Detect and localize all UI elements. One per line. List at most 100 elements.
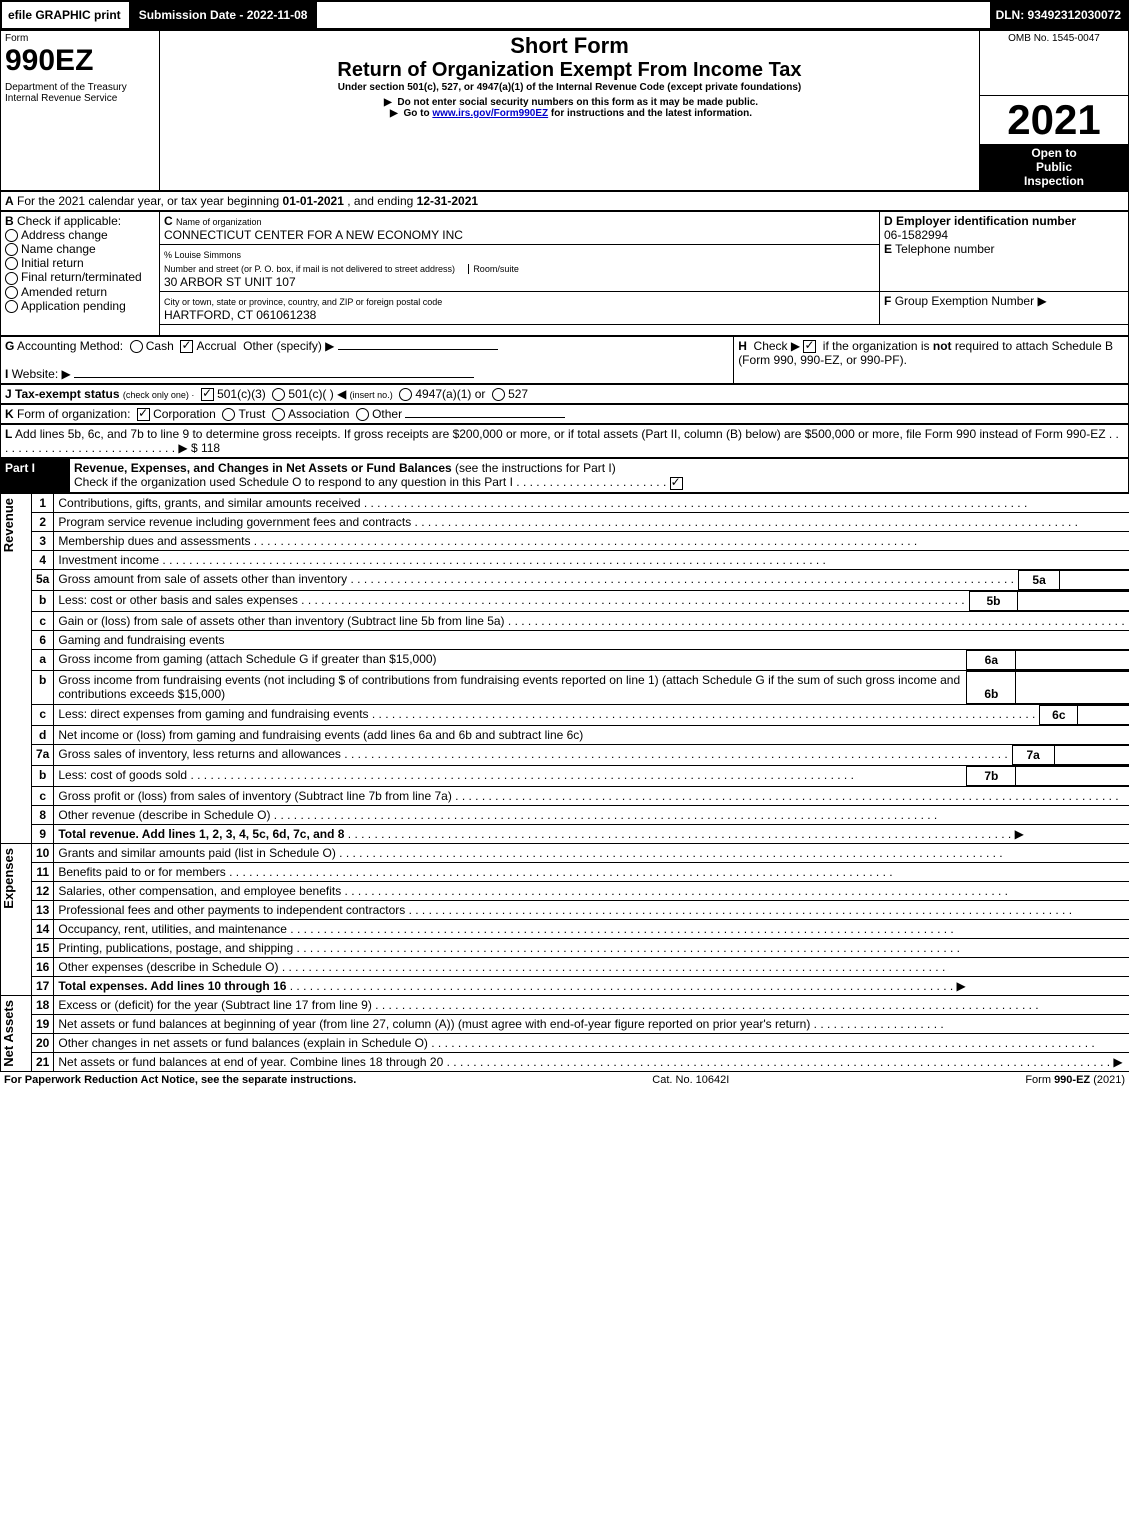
radio-accrual[interactable] <box>180 340 193 353</box>
street-label: Number and street (or P. O. box, if mail… <box>164 264 455 274</box>
dots <box>286 979 953 993</box>
row-num: d <box>32 725 54 744</box>
goto-pre: Go to <box>403 108 432 119</box>
dots <box>428 1036 1095 1050</box>
sub-amt <box>1060 570 1129 589</box>
other-org-input[interactable] <box>405 417 565 418</box>
insert-no-label: (insert no.) <box>350 390 393 400</box>
line-a: A For the 2021 calendar year, or tax yea… <box>0 191 1129 211</box>
sub-amt <box>1018 591 1129 610</box>
box-e-title: Telephone number <box>895 242 994 256</box>
top-bar: efile GRAPHIC print Submission Date - 20… <box>0 0 1129 30</box>
row-num: 1 <box>32 493 54 512</box>
row-num: a <box>32 649 54 670</box>
opt-501c-insert: ◀ <box>337 387 350 401</box>
checkbox-application-pending[interactable] <box>5 300 18 313</box>
netassets-section-label: Net Assets <box>1 996 16 1071</box>
row-desc: Salaries, other compensation, and employ… <box>58 884 341 898</box>
dots <box>452 789 1119 803</box>
sub-amt <box>1078 705 1129 724</box>
line-k-label: K <box>5 407 14 421</box>
sub-amt <box>1016 671 1129 703</box>
footer-right-post: (2021) <box>1093 1074 1125 1086</box>
opt-association: Association <box>288 407 349 421</box>
row-desc: Benefits paid to or for members <box>58 865 225 879</box>
opt-501c: 501(c)( ) <box>288 387 333 401</box>
checkbox-501c[interactable] <box>272 388 285 401</box>
row-num: 5a <box>32 569 54 590</box>
line-h-not: not <box>933 339 952 353</box>
opt-4947: 4947(a)(1) or <box>415 387 485 401</box>
checkbox-initial-return[interactable] <box>5 257 18 270</box>
line-g-label: G <box>5 339 14 353</box>
dots <box>336 846 1003 860</box>
checkbox-corporation[interactable] <box>137 408 150 421</box>
line-i-label: I <box>5 367 8 381</box>
opt-address-change: Address change <box>21 228 108 242</box>
dots: . . . . . . . . . . . . . . . . . . . . … <box>516 475 669 489</box>
row-desc: Gross amount from sale of assets other t… <box>58 572 347 586</box>
opt-amended-return: Amended return <box>21 285 107 299</box>
opt-final-return: Final return/terminated <box>21 270 142 284</box>
part-1-check-line: Check if the organization used Schedule … <box>74 475 513 489</box>
box-f-arrow: ▶ <box>1037 294 1046 308</box>
row-desc: Net assets or fund balances at beginning… <box>58 1017 810 1031</box>
website-input[interactable] <box>74 377 474 378</box>
main-title: Return of Organization Exempt From Incom… <box>164 59 975 82</box>
row-desc: Occupancy, rent, utilities, and maintena… <box>58 922 287 936</box>
checkbox-association[interactable] <box>272 408 285 421</box>
checkbox-527[interactable] <box>492 388 505 401</box>
part-1-table: Revenue 1 Contributions, gifts, grants, … <box>0 493 1129 1072</box>
radio-cash[interactable] <box>130 340 143 353</box>
form-word: Form <box>5 33 155 44</box>
other-specify-input[interactable] <box>338 349 498 350</box>
footer-left: For Paperwork Reduction Act Notice, see … <box>4 1074 356 1086</box>
opt-501c3: 501(c)(3) <box>217 387 266 401</box>
row-desc: Contributions, gifts, grants, and simila… <box>58 496 360 510</box>
box-c-label: C <box>164 214 173 228</box>
line-g-text: Accounting Method: <box>17 339 123 353</box>
open-line3: Inspection <box>986 174 1122 188</box>
checkbox-schedule-b-not-required[interactable] <box>803 340 816 353</box>
checkbox-final-return[interactable] <box>5 272 18 285</box>
checkbox-trust[interactable] <box>222 408 235 421</box>
line-k-text: Form of organization: <box>17 407 130 421</box>
omb-number: OMB No. 1545-0047 <box>980 31 1129 96</box>
row-desc: Membership dues and assessments <box>58 534 250 548</box>
row-desc: Gross income from fundraising events (no… <box>58 673 960 701</box>
warn-ssn: Do not enter social security numbers on … <box>164 97 975 108</box>
box-b-title: Check if applicable: <box>17 214 121 228</box>
city-value: HARTFORD, CT 061061238 <box>164 308 316 322</box>
checkbox-address-change[interactable] <box>5 229 18 242</box>
line-l-label: L <box>5 427 12 441</box>
opt-cash: Cash <box>146 339 174 353</box>
subtitle: Under section 501(c), 527, or 4947(a)(1)… <box>164 82 975 93</box>
row-desc: Gain or (loss) from sale of assets other… <box>58 614 504 628</box>
footer-right-bold: 990-EZ <box>1054 1074 1090 1086</box>
box-d-label: D <box>884 214 893 228</box>
row-num: 9 <box>32 824 54 843</box>
tax-year: 2021 <box>980 96 1128 144</box>
arrow-icon: ▶ <box>178 441 191 455</box>
dln-label: DLN: 93492312030072 <box>990 8 1127 22</box>
expenses-section-label: Expenses <box>1 844 16 913</box>
box-d-title: Employer identification number <box>896 214 1076 228</box>
arrow-icon: ▶ <box>953 979 966 993</box>
checkbox-schedule-o-part1[interactable] <box>670 477 683 490</box>
checkbox-other-org[interactable] <box>356 408 369 421</box>
sub-label: 5a <box>1018 570 1059 589</box>
dots <box>369 707 1036 721</box>
checkbox-name-change[interactable] <box>5 243 18 256</box>
efile-print-label[interactable]: efile GRAPHIC print <box>2 2 127 28</box>
row-desc: Other expenses (describe in Schedule O) <box>58 960 278 974</box>
irs-link[interactable]: www.irs.gov/Form990EZ <box>432 108 548 119</box>
checkbox-4947[interactable] <box>399 388 412 401</box>
dots <box>270 808 937 822</box>
box-e-label: E <box>884 242 892 256</box>
line-j: J Tax-exempt status (check only one) · 5… <box>0 384 1129 404</box>
checkbox-amended-return[interactable] <box>5 286 18 299</box>
row-num: 10 <box>32 843 54 862</box>
checkbox-501c3[interactable] <box>201 388 214 401</box>
sub-label: 7a <box>1012 745 1054 764</box>
line-h-text2: if the organization is <box>823 339 933 353</box>
